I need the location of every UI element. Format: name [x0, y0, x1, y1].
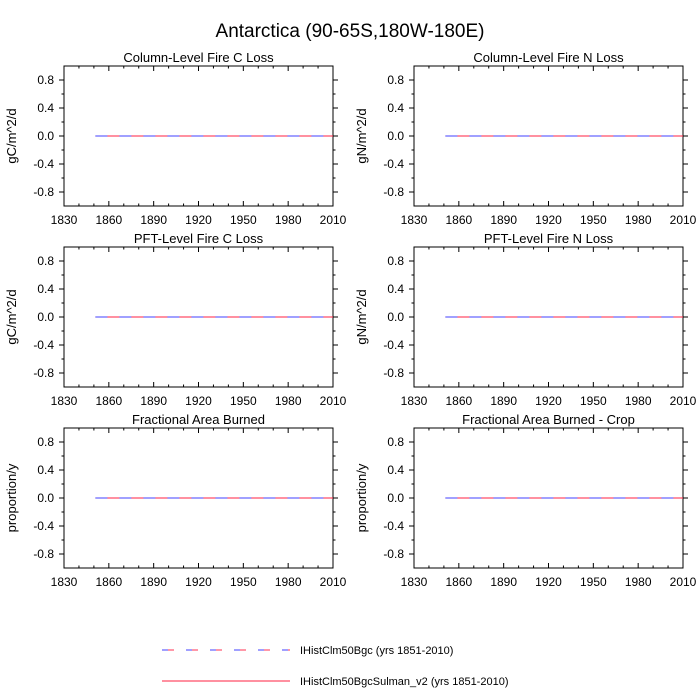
y-tick-label: 0.0 — [37, 491, 54, 505]
x-tick-label: 1830 — [51, 213, 78, 227]
panels-grid: Column-Level Fire C Loss gC/m^2/d 1830 1860… — [4, 50, 697, 589]
x-tick-label: 1950 — [580, 394, 607, 408]
x-tick-label: 1980 — [275, 213, 302, 227]
figure-title: Antarctica (90-65S,180W-180E) — [216, 21, 485, 42]
x-tick-label: 2010 — [320, 575, 347, 589]
y-tick-label: 0.0 — [387, 491, 404, 505]
x-tick-label: 1950 — [580, 575, 607, 589]
x-tick-label: 1890 — [140, 394, 167, 408]
y-tick-label: -0.4 — [33, 338, 54, 352]
x-tick-label: 1860 — [445, 394, 472, 408]
y-tick-label: 0.0 — [37, 129, 54, 143]
x-tick-label: 1860 — [95, 213, 122, 227]
y-tick-label: 0.4 — [37, 463, 54, 477]
y-tick-label: 0.8 — [37, 73, 54, 87]
x-tick-label: 1950 — [230, 394, 257, 408]
legend-label-sulman: IHistClm50BgcSulman_v2 (yrs 1851-2010) — [300, 676, 508, 688]
x-tick-label: 1920 — [185, 394, 212, 408]
chart-panel: PFT-Level Fire C Loss gC/m^2/d 1830 1860 189… — [4, 231, 347, 408]
chart-panel: Column-Level Fire N Loss gN/m^2/d 1830 1860… — [354, 50, 697, 227]
x-tick-label: 1890 — [490, 213, 517, 227]
y-tick-label: 0.0 — [37, 310, 54, 324]
x-tick-label: 2010 — [670, 394, 697, 408]
chart-panel: Fractional Area Burned proportion/y 1830 18… — [4, 412, 347, 589]
x-tick-label: 1890 — [490, 394, 517, 408]
y-tick-label: 0.8 — [387, 435, 404, 449]
y-tick-label: 0.8 — [387, 254, 404, 268]
y-tick-label: -0.8 — [33, 547, 54, 561]
x-tick-label: 1980 — [625, 575, 652, 589]
y-axis-label: gN/m^2/d — [354, 289, 369, 344]
x-tick-label: 1830 — [51, 575, 78, 589]
y-tick-label: -0.4 — [33, 519, 54, 533]
y-axis-label: gN/m^2/d — [354, 108, 369, 163]
x-tick-label: 1980 — [275, 394, 302, 408]
panel-title: PFT-Level Fire C Loss — [134, 231, 264, 246]
x-tick-label: 2010 — [670, 575, 697, 589]
x-tick-label: 1920 — [185, 213, 212, 227]
x-tick-label: 1830 — [51, 394, 78, 408]
x-tick-label: 1890 — [490, 575, 517, 589]
panel-title: PFT-Level Fire N Loss — [484, 231, 614, 246]
x-tick-label: 1920 — [535, 213, 562, 227]
y-tick-label: 0.8 — [387, 73, 404, 87]
x-tick-label: 1920 — [535, 575, 562, 589]
y-tick-label: -0.4 — [383, 157, 404, 171]
x-tick-label: 1980 — [625, 213, 652, 227]
y-tick-label: -0.8 — [383, 547, 404, 561]
y-tick-label: 0.8 — [37, 254, 54, 268]
y-axis-label: gC/m^2/d — [4, 108, 19, 163]
y-tick-label: 0.4 — [387, 282, 404, 296]
y-axis-label: proportion/y — [354, 463, 369, 532]
x-tick-label: 1830 — [401, 575, 428, 589]
y-tick-label: 0.4 — [37, 101, 54, 115]
x-tick-label: 1980 — [625, 394, 652, 408]
y-axis-label: gC/m^2/d — [4, 289, 19, 344]
x-tick-label: 1950 — [230, 213, 257, 227]
legend: IHistClm50Bgc (yrs 1851-2010) IHistClm50… — [162, 645, 508, 688]
y-tick-label: 0.0 — [387, 310, 404, 324]
x-tick-label: 2010 — [320, 213, 347, 227]
y-axis-label: proportion/y — [4, 463, 19, 532]
y-tick-label: 0.8 — [37, 435, 54, 449]
x-tick-label: 2010 — [670, 213, 697, 227]
panel-title: Fractional Area Burned — [132, 412, 265, 427]
x-tick-label: 2010 — [320, 394, 347, 408]
x-tick-label: 1890 — [140, 575, 167, 589]
y-tick-label: -0.4 — [383, 338, 404, 352]
legend-label-bgc: IHistClm50Bgc (yrs 1851-2010) — [300, 645, 453, 657]
panel-title: Fractional Area Burned - Crop — [462, 412, 635, 427]
y-tick-label: -0.8 — [33, 366, 54, 380]
y-tick-label: 0.0 — [387, 129, 404, 143]
chart-panel: Fractional Area Burned - Crop proportion/… — [354, 412, 697, 589]
x-tick-label: 1950 — [230, 575, 257, 589]
y-tick-label: -0.8 — [383, 366, 404, 380]
y-tick-label: -0.4 — [33, 157, 54, 171]
x-tick-label: 1890 — [140, 213, 167, 227]
chart-panel: Column-Level Fire C Loss gC/m^2/d 1830 1860… — [4, 50, 347, 227]
x-tick-label: 1920 — [535, 394, 562, 408]
x-tick-label: 1980 — [275, 575, 302, 589]
x-tick-label: 1830 — [401, 213, 428, 227]
panel-title: Column-Level Fire C Loss — [123, 50, 274, 65]
x-tick-label: 1920 — [185, 575, 212, 589]
x-tick-label: 1950 — [580, 213, 607, 227]
y-tick-label: -0.8 — [383, 185, 404, 199]
x-tick-label: 1860 — [95, 394, 122, 408]
chart-panel: PFT-Level Fire N Loss gN/m^2/d 1830 1860 189… — [354, 231, 697, 408]
y-tick-label: -0.8 — [33, 185, 54, 199]
y-tick-label: -0.4 — [383, 519, 404, 533]
y-tick-label: 0.4 — [37, 282, 54, 296]
y-tick-label: 0.4 — [387, 463, 404, 477]
panel-title: Column-Level Fire N Loss — [473, 50, 624, 65]
y-tick-label: 0.4 — [387, 101, 404, 115]
x-tick-label: 1860 — [445, 213, 472, 227]
x-tick-label: 1830 — [401, 394, 428, 408]
x-tick-label: 1860 — [445, 575, 472, 589]
x-tick-label: 1860 — [95, 575, 122, 589]
